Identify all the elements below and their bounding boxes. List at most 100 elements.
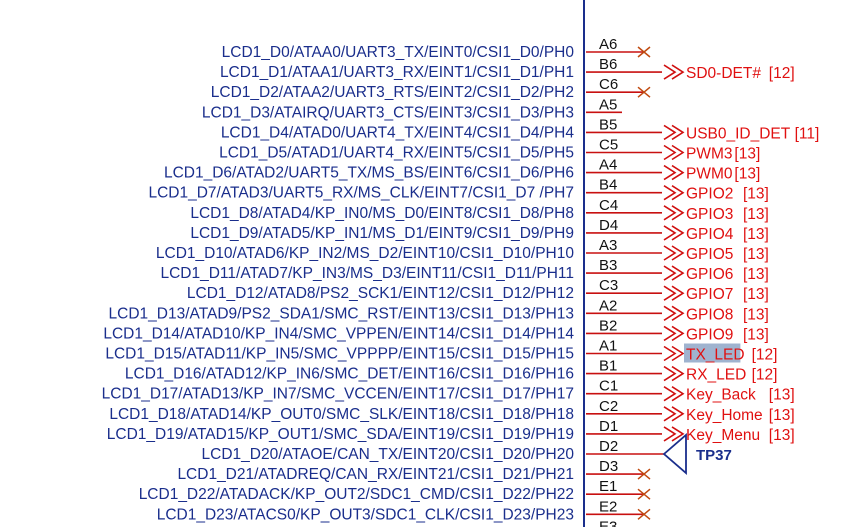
net-label[interactable]: PWM3 xyxy=(686,146,733,163)
test-point-label[interactable]: TP37 xyxy=(696,447,732,464)
pin-row: LCD1_D10/ATAD6/KP_IN2/MS_D2/EINT10/CSI1_… xyxy=(156,237,769,263)
signal-name: LCD1_D1/ATAA1/UART3_RX/EINT1/CSI1_D1/PH1 xyxy=(220,64,574,81)
signal-name: LCD1_D14/ATAD10/KP_IN4/SMC_VPPEN/EINT14/… xyxy=(103,325,574,342)
sheet-reference: [12] xyxy=(752,367,778,384)
net-label[interactable]: SD0-DET# xyxy=(686,65,761,82)
net-label[interactable]: GPIO8 xyxy=(686,306,733,323)
pin-rows: LCD1_D0/ATAA0/UART3_TX/EINT0/CSI1_D0/PH0… xyxy=(102,36,820,527)
pin-number: B2 xyxy=(599,317,617,334)
pin-row: LCD1_D16/ATAD12/KP_IN6/SMC_DET/EINT16/CS… xyxy=(125,358,778,384)
offpage-connector-icon xyxy=(663,426,677,442)
offpage-connector-icon xyxy=(663,265,677,281)
offpage-connector-icon xyxy=(671,345,685,362)
offpage-connector-icon xyxy=(663,305,677,321)
pin-row: LCD1_D20/ATAOE/CAN_TX/EINT20/CSI1_D20/PH… xyxy=(202,433,732,475)
net-label[interactable]: GPIO9 xyxy=(686,326,733,343)
pin-number: C3 xyxy=(599,277,618,294)
offpage-connector-icon xyxy=(663,365,677,382)
pin-number: A4 xyxy=(599,157,617,174)
net-label[interactable]: GPIO4 xyxy=(686,226,734,243)
net-label[interactable]: Key_Home xyxy=(686,407,763,424)
pin-row: LCD1_D19/ATAD15/KP_OUT1/SMC_SDA/EINT19/C… xyxy=(107,418,795,444)
pin-row: LCD1_D8/ATAD4/KP_IN0/MS_D0/EINT8/CSI1_D8… xyxy=(190,197,769,223)
signal-name: LCD1_D20/ATAOE/CAN_TX/EINT20/CSI1_D20/PH… xyxy=(202,446,575,463)
pin-row: LCD1_D0/ATAA0/UART3_TX/EINT0/CSI1_D0/PH0… xyxy=(222,36,651,61)
sheet-reference: [13] xyxy=(769,387,795,404)
net-label[interactable]: Key_Back xyxy=(686,387,756,404)
pin-number: A3 xyxy=(599,237,617,254)
offpage-connector-icon xyxy=(663,325,677,342)
signal-name: LCD1_D10/ATAD6/KP_IN2/MS_D2/EINT10/CSI1_… xyxy=(156,245,574,262)
signal-name: LCD1_D9/ATAD5/KP_IN1/MS_D1/EINT9/CSI1_D9… xyxy=(190,225,574,242)
offpage-connector-icon xyxy=(671,124,685,141)
pin-row: LCD1_D6/ATAD2/UART5_TX/MS_BS/EINT6/CSI1_… xyxy=(164,157,760,183)
offpage-connector-icon xyxy=(671,144,685,161)
pin-row: LCD1_D3/ATAIRQ/UART3_CTS/EINT3/CSI1_D3/P… xyxy=(202,96,622,121)
selection-highlight xyxy=(684,343,741,363)
pin-row: LCD1_D9/ATAD5/KP_IN1/MS_D1/EINT9/CSI1_D9… xyxy=(190,217,769,243)
sheet-reference: [13] xyxy=(743,226,769,243)
no-connect-mark xyxy=(637,488,651,500)
pin-number: C4 xyxy=(599,197,618,214)
sheet-reference: [13] xyxy=(743,266,769,283)
net-label[interactable]: GPIO6 xyxy=(686,266,733,283)
offpage-connector-icon xyxy=(663,406,677,422)
pin-number: A1 xyxy=(599,338,617,355)
sheet-reference: [12] xyxy=(752,347,778,364)
net-label[interactable]: GPIO3 xyxy=(686,206,733,223)
offpage-connector-icon xyxy=(671,205,685,221)
offpage-connector-icon xyxy=(663,386,677,402)
signal-name: LCD1_D18/ATAD14/KP_OUT0/SMC_SLK/EINT18/C… xyxy=(109,406,574,423)
offpage-connector-icon xyxy=(671,305,685,321)
pin-row: LCD1_D15/ATAD11/KP_IN5/SMC_VPPPP/EINT15/… xyxy=(105,338,777,364)
offpage-connector-icon xyxy=(671,64,685,80)
sheet-reference: [13] xyxy=(734,166,760,183)
pin-row: LCD1_D21/ATADREQ/CAN_RX/EINT21/CSI1_D21/… xyxy=(177,458,651,483)
sheet-reference: [13] xyxy=(743,186,769,203)
no-connect-mark xyxy=(637,508,651,520)
offpage-connector-icon xyxy=(671,225,685,241)
signal-name: LCD1_D8/ATAD4/KP_IN0/MS_D0/EINT8/CSI1_D8… xyxy=(190,205,574,222)
offpage-connector-icon xyxy=(663,64,677,80)
net-label[interactable]: PWM0 xyxy=(686,166,733,183)
offpage-connector-icon xyxy=(671,386,685,402)
signal-name: LCD1_D21/ATADREQ/CAN_RX/EINT21/CSI1_D21/… xyxy=(177,466,574,483)
signal-name: LCD1_D7/ATAD3/UART5_RX/MS_CLK/EINT7/CSI1… xyxy=(148,185,574,202)
signal-name: LCD1_D3/ATAIRQ/UART3_CTS/EINT3/CSI1_D3/P… xyxy=(202,104,574,121)
pin-row: LCD1_D11/ATAD7/KP_IN3/MS_D3/EINT11/CSI1_… xyxy=(160,257,768,283)
net-label[interactable]: USB0_ID_DET xyxy=(686,125,791,142)
pin-number: D3 xyxy=(599,458,618,475)
sheet-reference: [13] xyxy=(734,146,760,163)
offpage-connector-icon xyxy=(671,185,685,201)
signal-name: LCD1_D23/ATACS0/KP_OUT3/SDC1_CLK/CSI1_D2… xyxy=(157,506,574,523)
net-label[interactable]: Key_Menu xyxy=(686,427,760,444)
pin-number: E2 xyxy=(599,498,617,515)
pin-number: D2 xyxy=(599,438,618,455)
signal-name: LCD1_D22/ATADACK/KP_OUT2/SDC1_CMD/CSI1_D… xyxy=(139,486,574,503)
net-label[interactable]: GPIO2 xyxy=(686,186,733,203)
pin-number: B1 xyxy=(599,358,617,375)
pin-number: B3 xyxy=(599,257,617,274)
offpage-connector-icon xyxy=(671,426,685,442)
net-label[interactable]: GPIO7 xyxy=(686,286,733,303)
offpage-connector-icon xyxy=(663,245,677,261)
sheet-reference: [11] xyxy=(795,125,820,142)
pin-number: A2 xyxy=(599,297,617,314)
pin-row: LCD1_D23/ATACS0/KP_OUT3/SDC1_CLK/CSI1_D2… xyxy=(157,498,651,523)
pin-number: B5 xyxy=(599,116,617,133)
sheet-reference: [12] xyxy=(769,65,795,82)
pin-number: B4 xyxy=(599,177,617,194)
offpage-connector-icon xyxy=(663,124,677,141)
offpage-connector-icon xyxy=(663,144,677,161)
pin-number: C5 xyxy=(599,137,618,154)
net-label[interactable]: TX_LED xyxy=(686,347,745,364)
offpage-connector-icon xyxy=(663,345,677,362)
pin-number: C2 xyxy=(599,398,618,415)
pin-number: C6 xyxy=(599,76,618,93)
signal-name: LCD1_D19/ATAD15/KP_OUT1/SMC_SDA/EINT19/C… xyxy=(107,426,574,443)
net-label[interactable]: GPIO5 xyxy=(686,246,733,263)
offpage-connector-icon xyxy=(671,365,685,382)
pin-row: LCD1_D4/ATAD0/UART4_TX/EINT4/CSI1_D4/PH4… xyxy=(221,116,819,142)
signal-name: LCD1_D11/ATAD7/KP_IN3/MS_D3/EINT11/CSI1_… xyxy=(160,265,574,282)
net-label[interactable]: RX_LED xyxy=(686,367,746,384)
